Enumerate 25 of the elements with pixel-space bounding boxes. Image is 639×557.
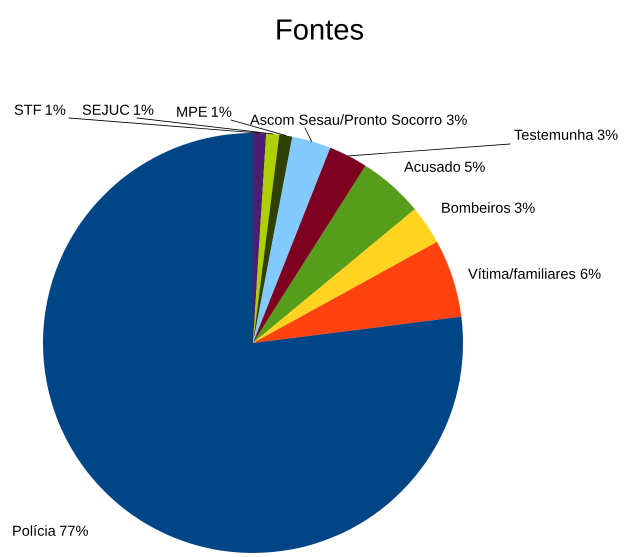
data-label: 77% bbox=[60, 526, 88, 536]
slice-label: Vítima/familiares bbox=[468, 268, 576, 279]
data-label: 3% bbox=[446, 114, 467, 125]
data-label: 3% bbox=[598, 130, 618, 140]
pie-slice bbox=[253, 134, 292, 343]
slice-label: SEJUC bbox=[82, 104, 130, 115]
pie-slice bbox=[253, 148, 366, 343]
slice-label: Polícia bbox=[13, 525, 56, 536]
chart-title: Fontes bbox=[277, 19, 364, 40]
pie-slice bbox=[253, 133, 280, 343]
pie-slice bbox=[253, 136, 330, 343]
data-label: 6% bbox=[580, 268, 601, 279]
slice-label: Acusado bbox=[404, 161, 460, 172]
slice-label: Ascom Sesau/Pronto Socorro bbox=[250, 114, 442, 125]
data-label: 1% bbox=[134, 104, 154, 115]
slice-label: Bombeiros bbox=[442, 202, 510, 213]
slice-label: STF bbox=[14, 104, 41, 115]
data-label: 3% bbox=[514, 202, 535, 213]
data-label: 1% bbox=[212, 106, 232, 117]
slice-label: MPE bbox=[177, 106, 207, 117]
pie-slice bbox=[253, 209, 438, 343]
pie-slice bbox=[253, 242, 462, 343]
slice-label: Testemunha bbox=[514, 129, 594, 140]
data-label: 5% bbox=[464, 162, 485, 172]
data-label: 1% bbox=[46, 104, 66, 115]
